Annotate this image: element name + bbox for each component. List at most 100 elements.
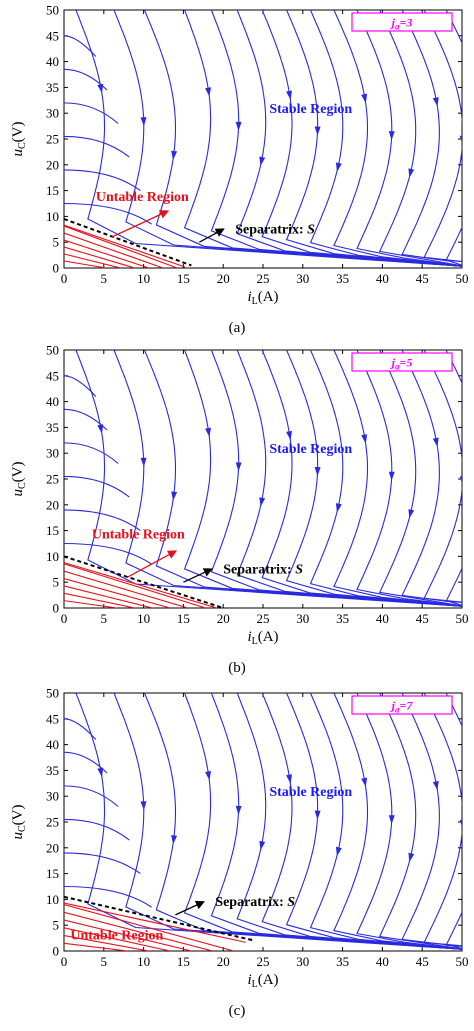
streamlines xyxy=(64,10,462,268)
flow-arrow xyxy=(140,457,147,467)
stable-trajectory-left xyxy=(64,135,130,158)
unstable-trajectory xyxy=(64,600,118,608)
flow-arrow xyxy=(314,126,321,136)
stable-trajectory xyxy=(309,10,462,267)
stable-trajectory-left xyxy=(64,475,130,498)
stable-trajectory xyxy=(378,693,462,950)
stable-trajectory xyxy=(113,693,462,950)
stable-trajectory xyxy=(356,350,462,607)
y-tick-label: 20 xyxy=(46,840,59,855)
flow-arrow xyxy=(361,93,368,104)
y-tick-label: 40 xyxy=(46,54,59,69)
x-tick-label: 40 xyxy=(376,271,389,286)
y-tick-label: 10 xyxy=(46,549,59,564)
x-tick-label: 10 xyxy=(137,954,150,969)
flow-arrow xyxy=(286,430,292,441)
separatrix-line xyxy=(63,895,256,942)
x-tick-label: 20 xyxy=(217,611,230,626)
y-tick-label: 50 xyxy=(46,3,59,18)
unstable-trajectory xyxy=(64,585,153,608)
y-tick-label: 30 xyxy=(46,446,59,461)
flow-arrow xyxy=(408,168,415,178)
unstable-trajectory xyxy=(64,577,171,608)
flow-arrow xyxy=(335,162,342,172)
y-axis-label: uC(V) xyxy=(10,805,28,840)
unstable-trajectory xyxy=(64,919,192,951)
stable-trajectory-left xyxy=(64,68,108,91)
y-tick-label: 30 xyxy=(46,106,59,121)
flow-arrow xyxy=(97,83,104,94)
x-tick-label: 40 xyxy=(376,611,389,626)
x-tick-label: 25 xyxy=(257,954,270,969)
stable-trajectory-left xyxy=(64,408,108,431)
stable-trajectory xyxy=(333,350,462,607)
x-tick-label: 35 xyxy=(336,271,349,286)
x-axis-label: iL(A) xyxy=(247,289,278,307)
stable-trajectory-left xyxy=(64,169,141,192)
stable-trajectory-left xyxy=(64,442,119,464)
phase-portrait-1: 0 5 10 15 20 25 30 35 40 45 50 0 5 10 15 20 25 30 35 40 45 50… xyxy=(10,343,469,677)
x-tick-label: 20 xyxy=(217,271,230,286)
x-tick-label: 15 xyxy=(177,271,190,286)
x-tick-label: 45 xyxy=(416,611,429,626)
x-tick-label: 35 xyxy=(336,954,349,969)
separatrix-pointer-arrow xyxy=(199,228,225,243)
flow-arrow xyxy=(97,767,104,777)
x-tick-label: 30 xyxy=(296,954,309,969)
flow-arrow xyxy=(432,97,439,107)
x-tick-label: 25 xyxy=(257,611,270,626)
x-tick-label: 15 xyxy=(177,611,190,626)
stable-trajectory xyxy=(236,350,462,607)
unstable-trajectory xyxy=(64,570,188,608)
flow-arrow xyxy=(388,131,395,141)
plot-frame xyxy=(63,692,463,952)
x-tick-label: 10 xyxy=(137,271,150,286)
stable-trajectory xyxy=(401,350,462,606)
y-tick-label: 45 xyxy=(46,711,59,726)
x-tick-label: 50 xyxy=(456,611,469,626)
stable-trajectory xyxy=(445,350,462,603)
flow-arrow xyxy=(388,815,395,825)
flow-arrow xyxy=(205,771,211,781)
x-axis-label: iL(A) xyxy=(247,629,278,647)
flow-arrow xyxy=(140,117,147,127)
y-tick-label: 35 xyxy=(46,80,59,95)
x-tick-label: 20 xyxy=(217,954,230,969)
flow-arrow xyxy=(408,852,415,863)
y-axis-label: uC(V) xyxy=(10,122,28,157)
legend-label: ja=3 xyxy=(390,16,413,32)
y-tick-label: 15 xyxy=(46,523,59,538)
separatrix-pointer-arrow xyxy=(175,900,205,916)
panel-caption: (c) xyxy=(229,1003,246,1019)
y-tick-label: 30 xyxy=(46,789,59,804)
stable-trajectory xyxy=(423,10,462,263)
stable-trajectory xyxy=(378,10,462,267)
x-tick-label: 30 xyxy=(296,611,309,626)
panel-caption: (b) xyxy=(228,660,246,676)
stable-trajectory xyxy=(309,693,462,950)
stable-trajectory xyxy=(309,350,462,607)
flow-arrow xyxy=(205,427,211,437)
unstable-trajectory xyxy=(64,232,164,268)
x-tick-label: 0 xyxy=(61,954,68,969)
flow-arrow xyxy=(171,491,178,501)
x-tick-label: 15 xyxy=(177,954,190,969)
y-tick-label: 25 xyxy=(46,472,59,487)
stable-trajectory xyxy=(333,10,462,267)
flow-arrow xyxy=(388,471,395,481)
y-tick-label: 5 xyxy=(53,235,60,250)
unstable-trajectory xyxy=(64,225,178,268)
stable-trajectory-left xyxy=(64,375,97,397)
stable-trajectory-left xyxy=(64,852,141,875)
unstable-trajectory xyxy=(64,224,186,268)
stable-trajectory xyxy=(445,693,462,947)
streamlines xyxy=(64,693,462,951)
y-tick-label: 50 xyxy=(46,686,59,701)
flow-arrow xyxy=(205,87,211,97)
flow-arrow xyxy=(432,780,439,791)
y-tick-label: 10 xyxy=(46,209,59,224)
stable-trajectory xyxy=(356,693,462,950)
unstable-trajectory xyxy=(64,260,107,268)
x-tick-label: 45 xyxy=(416,271,429,286)
stable-trajectory-left xyxy=(64,818,130,841)
